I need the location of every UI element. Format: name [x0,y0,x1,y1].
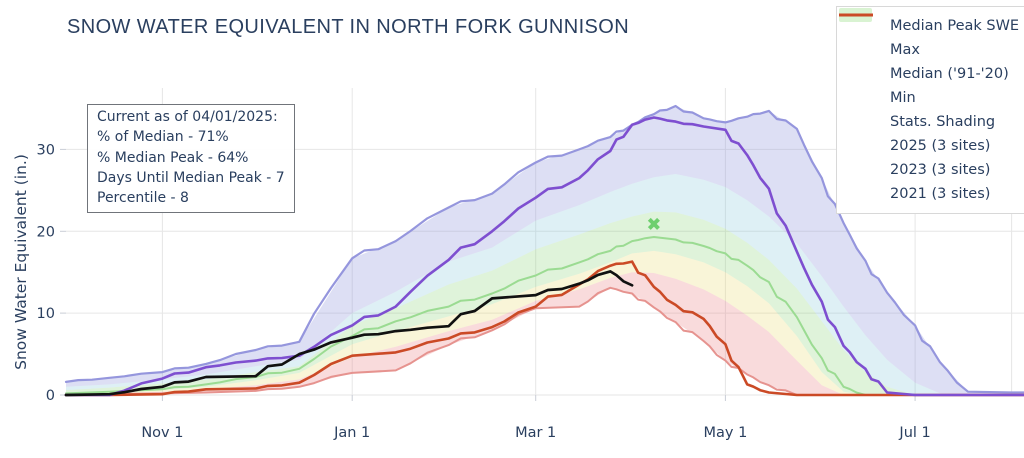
legend-item-2023[interactable]: 2023 (3 sites) [839,13,1024,182]
annotation-line: Current as of 04/01/2025: [97,109,278,125]
max-legend-symbol [839,13,881,58]
annotation-line: Percentile - 8 [97,190,189,207]
y-tick-labels: 0 10 20 30 [37,142,55,404]
2025-legend-symbol [839,13,881,154]
annotation-box: Current as of 04/01/2025: % of Median - 7… [87,104,295,214]
median-peak-swe-marker[interactable] [647,217,660,230]
legend-label: 2023 (3 sites) [890,162,991,178]
legend-item-min[interactable]: Min [839,13,1024,110]
x-tick-label: Nov 1 [141,425,183,441]
band-p90-to-max [66,106,1024,395]
x-tick-label: Mar 1 [515,425,556,441]
band-p45-to-p75 [66,211,1024,395]
legend-item-median[interactable]: Median ('91-'20) [839,13,1024,86]
x-tick-label: May 1 [703,425,747,441]
median-legend-symbol [839,13,881,82]
annotation-line: % Median Peak - 64% [97,149,249,166]
legend-label: Min [890,90,916,106]
legend-label: Stats. Shading [890,114,996,130]
legend-label: Median ('91-'20) [890,66,1009,82]
legend-item-max[interactable]: Max [839,13,1024,62]
band-min-to-p25 [66,272,1024,395]
2023-legend-symbol [839,13,881,178]
stats-shading-bands [66,106,1024,395]
series-min-line[interactable] [65,286,1024,396]
legend-label: Max [890,42,920,58]
y-tick-label: 30 [37,142,55,158]
legend-item-stats-shading[interactable]: Stats. Shading [839,8,1024,134]
band-p75-to-p90 [66,174,1024,395]
series-2023-line[interactable] [64,116,1024,397]
min-legend-symbol [839,13,881,106]
y-axis-title: Snow Water Equivalent (in.) [12,154,30,370]
legend-item-2025[interactable]: 2025 (3 sites) [839,13,1024,158]
series-max-line[interactable] [64,104,1024,394]
series-2025-line[interactable] [64,270,634,397]
legend-label: Median Peak SWE [890,18,1020,34]
annotation-line: Days Until Median Peak - 7 [97,169,285,186]
legend-label: 2021 (3 sites) [890,186,991,202]
x-tick-labels: Nov 1 Jan 1 Mar 1 May 1 Jul 1 [141,425,930,441]
legend-item-2021[interactable]: 2021 (3 sites) [839,13,1024,206]
series-median-line[interactable] [65,236,1024,396]
annotation-line: % of Median - 71% [97,129,229,146]
2021-legend-symbol [839,13,881,202]
stats-shading-legend-symbol [839,8,881,130]
y-tick-label: 10 [37,306,55,322]
y-tick-label: 0 [46,388,55,404]
x-tick-label: Jan 1 [333,425,370,441]
series-2021-line[interactable] [64,260,1024,397]
legend-label: 2025 (3 sites) [890,138,991,154]
legend: Median Peak SWE Max Median ('91-'20) Min Sta… [836,6,1024,214]
chart-title: SNOW WATER EQUIVALENT IN NORTH FORK GUNN… [67,16,630,38]
x-tick-label: Jul 1 [898,425,930,441]
y-tick-label: 20 [37,224,55,240]
